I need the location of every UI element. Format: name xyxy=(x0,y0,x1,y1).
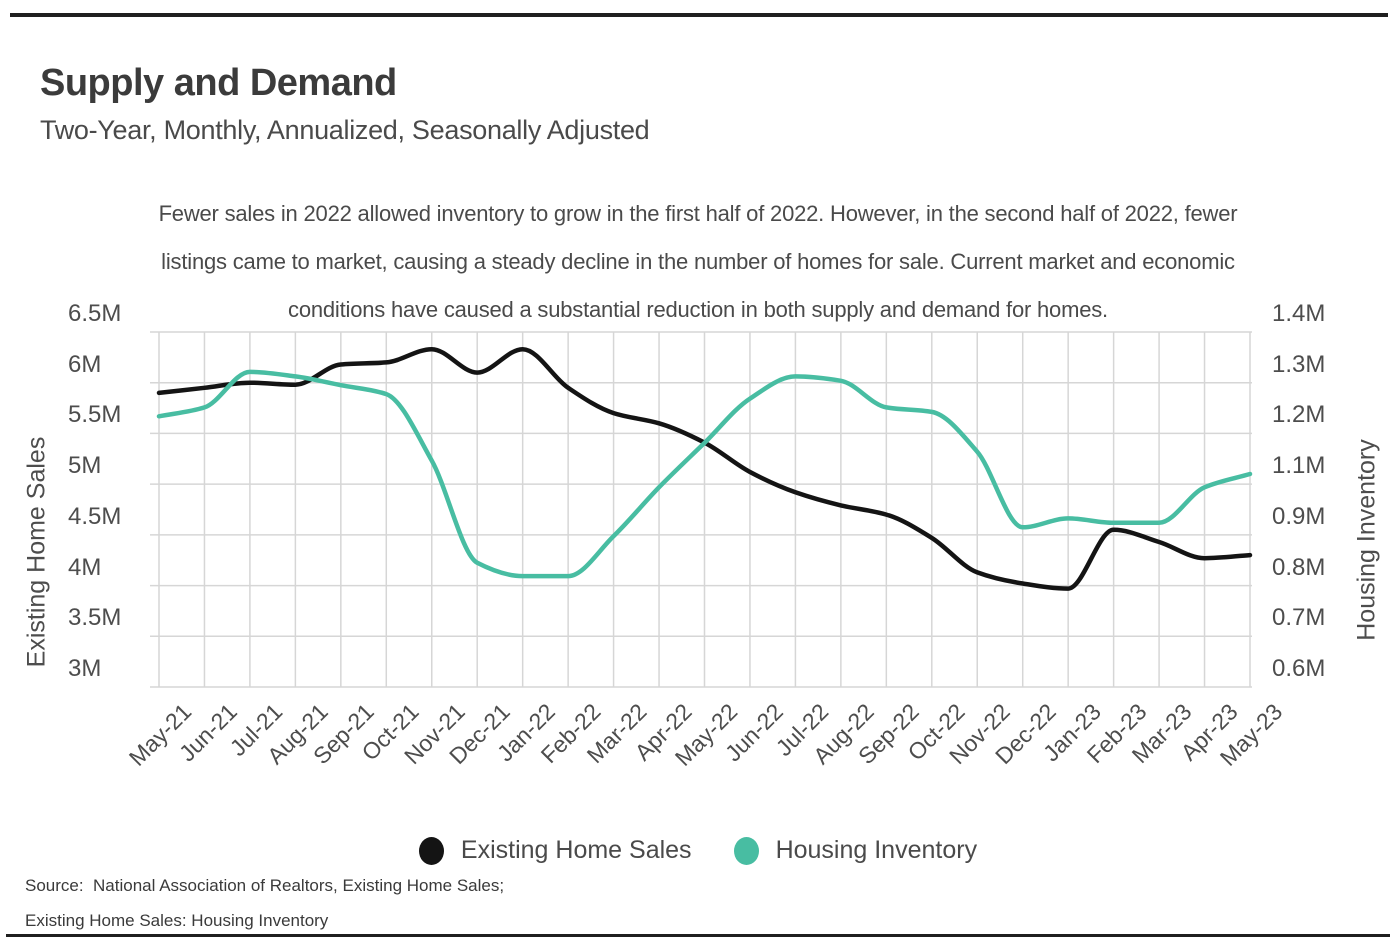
source-line-1: Source: National Association of Realtors… xyxy=(25,876,505,895)
y-axis-right-tick: 0.7M xyxy=(1272,604,1326,632)
legend-label-housing-inventory: Housing Inventory xyxy=(775,836,978,864)
legend-dot-housing-inventory-icon xyxy=(733,836,759,865)
y-axis-left-tick: 3M xyxy=(68,655,102,682)
y-axis-left-tick: 4.5M xyxy=(68,502,122,530)
y-axis-left-tick: 6.5M xyxy=(68,300,122,327)
description-line-1: Fewer sales in 2022 allowed inventory to… xyxy=(158,201,1238,226)
y-axis-right-tick: 1.1M xyxy=(1272,452,1326,480)
legend: Existing Home Sales Housing Inventory xyxy=(0,836,1396,865)
page-title: Supply and Demand xyxy=(40,62,397,104)
y-axis-left-tick: 4M xyxy=(68,553,102,581)
top-divider xyxy=(10,13,1388,17)
y-axis-right-tick: 0.9M xyxy=(1272,502,1326,530)
y-axis-right-tick: 1.3M xyxy=(1272,350,1326,378)
right-axis-title: Housing Inventory xyxy=(1352,439,1381,641)
gridlines xyxy=(150,331,1252,688)
y-axis-left-tick: 5.5M xyxy=(68,401,122,429)
left-axis-title: Existing Home Sales xyxy=(22,436,51,668)
description-line-2: listings came to market, causing a stead… xyxy=(161,249,1235,274)
legend-item-existing-home-sales: Existing Home Sales xyxy=(418,836,692,865)
y-axis-right-tick: 1.4M xyxy=(1272,300,1326,327)
description-line-3: conditions have caused a substantial red… xyxy=(288,297,1108,322)
bottom-divider xyxy=(6,934,1390,937)
y-axis-right-tick: 0.8M xyxy=(1272,553,1326,581)
legend-item-housing-inventory: Housing Inventory xyxy=(733,836,978,865)
y-axis-left-tick: 6M xyxy=(68,350,102,378)
housing-inventory-line xyxy=(156,369,1253,579)
y-axis-right-tick: 1.2M xyxy=(1272,401,1326,429)
y-axis-left-tick: 5M xyxy=(68,452,102,480)
legend-label-existing-home-sales: Existing Home Sales xyxy=(460,836,692,864)
y-axis-right-tick: 0.6M xyxy=(1272,655,1326,682)
y-axis-left-tick: 3.5M xyxy=(68,604,122,632)
source-line-2: Existing Home Sales: Housing Inventory xyxy=(25,911,329,930)
page-subtitle: Two-Year, Monthly, Annualized, Seasonall… xyxy=(40,115,650,145)
legend-dot-existing-home-sales-icon xyxy=(418,836,444,865)
